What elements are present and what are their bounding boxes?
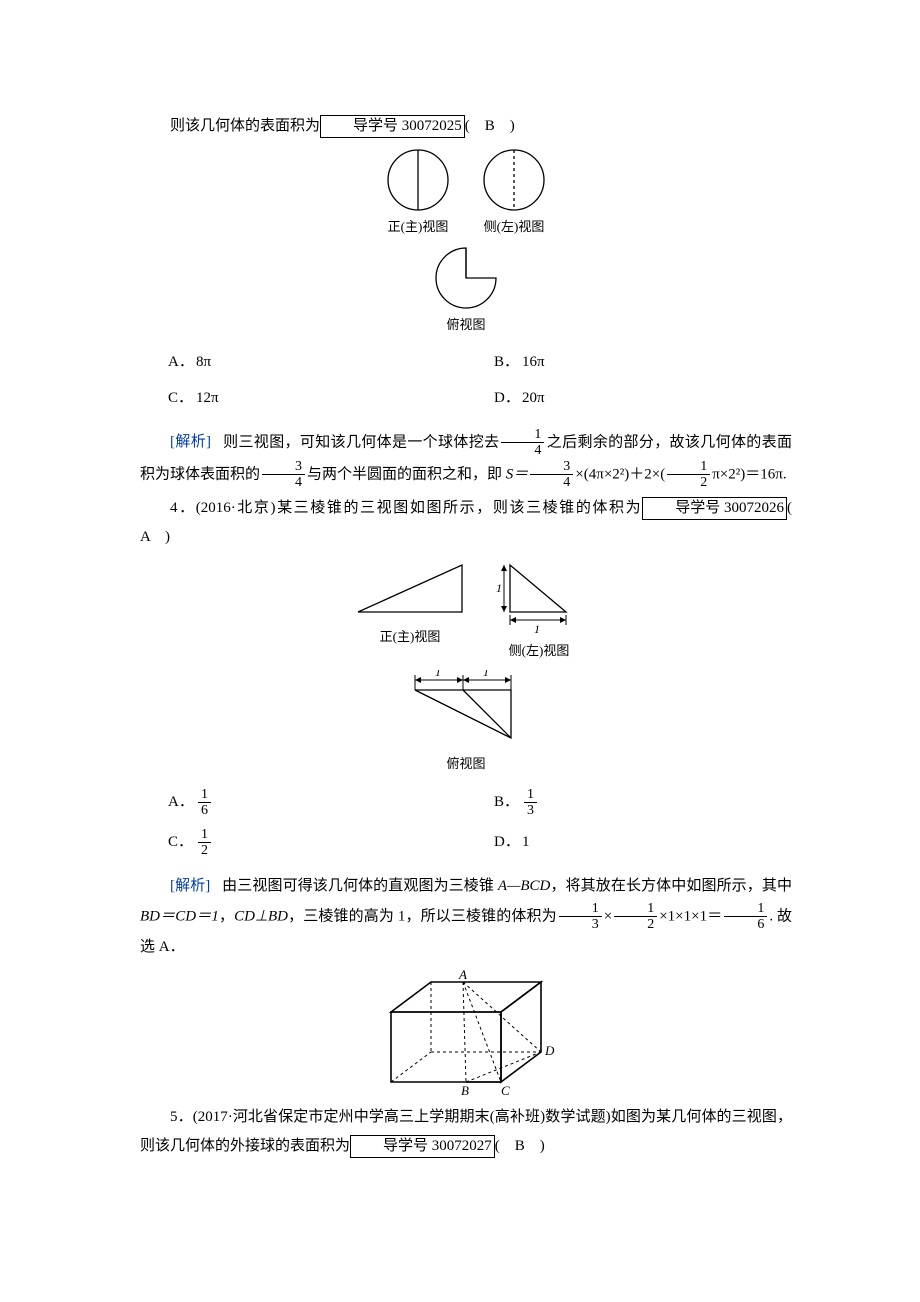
bd-cd: BD＝CD＝1 (140, 908, 219, 924)
q5-stem: 5．(2017·河北省保定市定州中学高三上学期期末(高补班)数学试题)如图为某几… (140, 1103, 792, 1160)
q4-answer: A (140, 529, 150, 545)
svg-text:C: C (501, 1083, 510, 1097)
frac-1-4: 14 (501, 427, 544, 459)
svg-text:D: D (544, 1043, 555, 1058)
q3-opt-d-val: 20π (522, 384, 545, 413)
svg-text:1: 1 (435, 670, 441, 679)
q4-option-a: A．16 (140, 783, 466, 823)
q4-boxnum: 导学号 30072026 (642, 497, 787, 520)
q4-option-d: D．1 (466, 823, 792, 863)
cuboid-abcd-icon: A B C D (371, 967, 561, 1097)
q4-side-label: 侧(左)视图 (509, 639, 570, 664)
analysis-tag: [解析] (170, 434, 211, 450)
triangle-top-icon: 1 1 (401, 670, 531, 750)
q4-option-c: C．12 (140, 823, 466, 863)
sphere-side-icon (479, 147, 549, 213)
q3-solution: [解析] 则三视图，可知该几何体是一个球体挖去14之后剩余的部分，故该几何体的表… (140, 427, 792, 491)
q4-prompt: 4．(2016·北京)某三棱锥的三视图如图所示，则该三棱锥的体积为 (170, 500, 642, 516)
q4-solution: [解析] 由三视图可得该几何体的直观图为三棱锥 A—BCD，将其放在长方体中如图… (140, 872, 792, 961)
svg-text:1: 1 (483, 670, 489, 679)
q4-front-view: 正(主)视图 (350, 557, 470, 650)
sphere-top-icon (431, 245, 501, 311)
q4-top-label: 俯视图 (446, 752, 485, 777)
q5-boxnum: 导学号 30072027 (350, 1135, 495, 1158)
q4-side-view: 1 1 侧(左)视图 (496, 557, 582, 664)
q3-opt-b-val: 16π (522, 348, 545, 377)
svg-text:1: 1 (534, 622, 540, 636)
frac-3-4-b: 34 (530, 459, 573, 491)
q3-side-view: 侧(左)视图 (479, 147, 549, 240)
q3-opt-c-val: 12π (196, 384, 219, 413)
q3-figures: 正(主)视图 侧(左)视图 俯视图 (140, 147, 792, 338)
q4-option-b: B．13 (466, 783, 792, 823)
q3-front-view: 正(主)视图 (383, 147, 453, 240)
q3-prompt-pre: 则该几何体的表面积为 (170, 118, 320, 134)
q3-side-label: 侧(左)视图 (484, 215, 545, 240)
q3-option-a: A．8π (140, 344, 466, 381)
q4-top-view: 1 1 俯视图 (401, 670, 531, 777)
cd-perp-bd: CD⊥BD (234, 908, 288, 924)
var-s: S＝ (506, 466, 529, 482)
q4-figures: 正(主)视图 1 1 侧(左)视图 (140, 557, 792, 776)
q3-answer: B (485, 118, 495, 134)
analysis-tag-2: [解析] (170, 878, 210, 894)
q3-option-c: C．12π (140, 380, 466, 417)
q3-boxnum: 导学号 30072025 (320, 115, 465, 138)
svg-text:B: B (461, 1083, 469, 1097)
triangle-front-icon (350, 557, 470, 623)
q5-answer: B (515, 1138, 525, 1154)
svg-text:A: A (458, 967, 467, 982)
q4-options: A．16 B．13 C．12 D．1 (140, 783, 792, 863)
frac-1-2-q3: 12 (667, 459, 710, 491)
q3-option-d: D．20π (466, 380, 792, 417)
frac-3-4-a: 34 (262, 459, 305, 491)
q4-stem: 4．(2016·北京)某三棱锥的三视图如图所示，则该三棱锥的体积为导学号 300… (140, 494, 792, 551)
q3-front-label: 正(主)视图 (388, 215, 449, 240)
triangle-side-icon: 1 1 (496, 557, 582, 637)
q3-opt-a-val: 8π (196, 348, 211, 377)
frac-1-2-q4: 12 (614, 901, 657, 933)
q3-stem: 则该几何体的表面积为导学号 30072025( B ) (140, 112, 792, 141)
q4-cuboid-figure: A B C D (140, 967, 792, 1097)
abcd: A—BCD (498, 878, 551, 894)
sphere-front-icon (383, 147, 453, 213)
q3-top-view: 俯视图 (431, 245, 501, 338)
q4-front-label: 正(主)视图 (380, 625, 441, 650)
q3-option-b: B．16π (466, 344, 792, 381)
q3-top-label: 俯视图 (446, 313, 485, 338)
frac-1-6: 16 (724, 901, 767, 933)
svg-text:1: 1 (496, 581, 502, 595)
frac-1-3: 13 (559, 901, 602, 933)
q3-options: A．8π B．16π C．12π D．20π (140, 344, 792, 417)
